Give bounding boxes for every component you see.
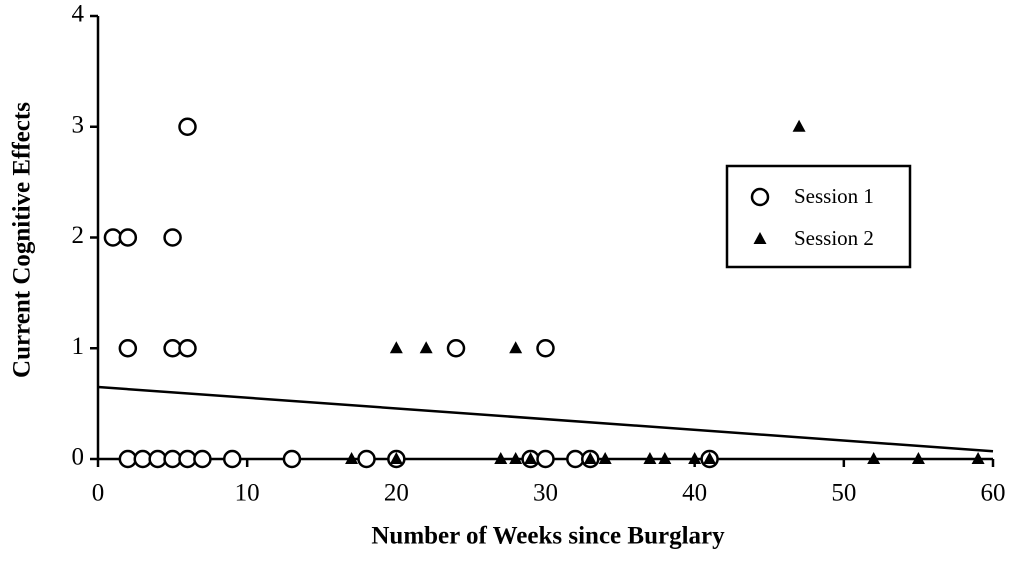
- legend-text: Session 2: [794, 226, 874, 250]
- x-axis-label: Number of Weeks since Burglary: [371, 523, 725, 550]
- point: [163, 339, 182, 358]
- point: [148, 449, 167, 469]
- point: [103, 228, 123, 247]
- point: [446, 339, 466, 358]
- point: [163, 449, 182, 469]
- x-tick-label: 40: [682, 480, 707, 507]
- y-axis-label: Current Cognitive Effects: [9, 102, 36, 378]
- legend-box: [725, 164, 912, 269]
- point: [583, 452, 597, 464]
- point: [643, 452, 657, 464]
- y-tick-label: 0: [72, 444, 85, 471]
- point: [193, 449, 212, 469]
- point: [389, 452, 403, 464]
- point: [223, 449, 242, 469]
- y-tick-label: 1: [72, 333, 85, 360]
- y-tick-label: 3: [72, 111, 85, 138]
- legend-marker: [753, 232, 767, 244]
- y-tick-label: 4: [72, 1, 85, 28]
- x-tick-label: 60: [981, 480, 1006, 507]
- point: [867, 452, 881, 464]
- point: [658, 452, 672, 464]
- point: [118, 449, 138, 469]
- x-tick-label: 50: [831, 480, 856, 507]
- point: [419, 341, 433, 354]
- trend-line: [97, 385, 994, 453]
- point: [133, 449, 152, 469]
- point: [357, 449, 376, 469]
- point: [494, 452, 508, 464]
- x-tick-label: 0: [92, 480, 105, 507]
- x-tick-label: 10: [235, 480, 260, 507]
- point: [345, 452, 359, 464]
- point: [118, 228, 138, 247]
- point: [163, 228, 182, 247]
- point: [598, 452, 612, 464]
- point: [509, 452, 523, 464]
- x-tick-label: 20: [384, 480, 409, 507]
- point: [178, 117, 197, 136]
- point: [536, 339, 555, 358]
- point: [118, 339, 138, 358]
- point: [792, 119, 806, 132]
- point: [911, 452, 925, 464]
- legend-marker: [750, 187, 770, 207]
- point: [524, 452, 538, 464]
- point: [566, 449, 585, 469]
- point: [688, 452, 702, 464]
- point: [536, 449, 555, 469]
- point: [971, 452, 985, 464]
- point: [389, 341, 403, 354]
- point: [178, 449, 197, 469]
- legend-text: Session 1: [794, 184, 874, 208]
- point: [282, 449, 302, 469]
- point: [178, 339, 197, 358]
- point: [509, 341, 523, 354]
- point: [703, 452, 717, 464]
- x-tick-label: 30: [533, 480, 558, 507]
- y-tick-label: 2: [72, 222, 85, 249]
